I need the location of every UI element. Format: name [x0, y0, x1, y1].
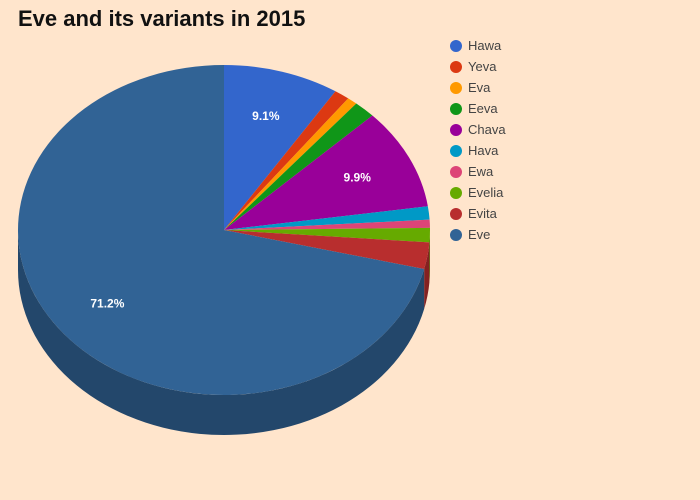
pie-side-evelia: [429, 230, 430, 283]
legend-label: Eve: [468, 227, 491, 242]
legend-item-eva[interactable]: Eva: [450, 77, 506, 98]
legend-item-evita[interactable]: Evita: [450, 203, 506, 224]
legend-swatch: [450, 60, 462, 73]
legend-swatch: [450, 102, 462, 115]
pie-slice-yeva[interactable]: [224, 91, 349, 230]
data-label-hawa: 9.1%: [252, 109, 280, 123]
chart-title: Eve and its variants in 2015: [18, 6, 306, 31]
pie-slices: [17, 65, 430, 396]
legend-swatch: [450, 123, 462, 136]
pie-slice-eeva[interactable]: [224, 103, 373, 230]
legend-swatch: [450, 186, 462, 199]
pie-depth: [18, 230, 430, 435]
pie-labels: 9.1% 9.9% 71.2%: [90, 109, 371, 310]
pie-slice-eva[interactable]: [224, 98, 357, 230]
data-label-eve: 71.2%: [90, 296, 124, 310]
legend-item-eeva[interactable]: Eeva: [450, 98, 506, 119]
pie-slice-chava[interactable]: [224, 115, 428, 230]
pie-slice-ewa[interactable]: [224, 219, 430, 230]
legend-item-hava[interactable]: Hava: [450, 140, 506, 161]
data-label-chava: 9.9%: [344, 171, 372, 185]
legend-swatch: [450, 165, 462, 178]
legend-label: Hawa: [468, 38, 502, 53]
legend-label: Evita: [468, 206, 497, 221]
pie-slice-evelia[interactable]: [224, 227, 430, 243]
legend-item-chava[interactable]: Chava: [450, 119, 506, 140]
legend-label: Hava: [468, 143, 499, 158]
pie-side-eve: [18, 230, 425, 435]
pie-slice-evita[interactable]: [224, 230, 430, 270]
legend-swatch: [450, 228, 462, 241]
legend-label: Ewa: [468, 164, 494, 179]
pie-slice-hawa[interactable]: [224, 65, 336, 230]
pie-slice-eve[interactable]: [17, 65, 425, 396]
legend-item-evelia[interactable]: Evelia: [450, 182, 506, 203]
legend-label: Chava: [468, 122, 506, 137]
pie-slice-hava[interactable]: [224, 206, 430, 230]
legend-swatch: [450, 81, 462, 94]
legend-item-hawa[interactable]: Hawa: [450, 35, 506, 56]
legend-item-yeva[interactable]: Yeva: [450, 56, 506, 77]
legend-label: Eeva: [468, 101, 498, 116]
legend-swatch: [450, 144, 462, 157]
legend-swatch: [450, 207, 462, 220]
legend-label: Evelia: [468, 185, 504, 200]
legend-label: Yeva: [468, 59, 497, 74]
legend-item-ewa[interactable]: Ewa: [450, 161, 506, 182]
pie-side-evita: [424, 242, 430, 310]
legend-swatch: [450, 39, 462, 52]
legend-label: Eva: [468, 80, 491, 95]
legend: Hawa Yeva Eva Eeva Chava Hava Ewa Evelia Evita Ev…: [450, 35, 506, 245]
legend-item-eve[interactable]: Eve: [450, 224, 506, 245]
